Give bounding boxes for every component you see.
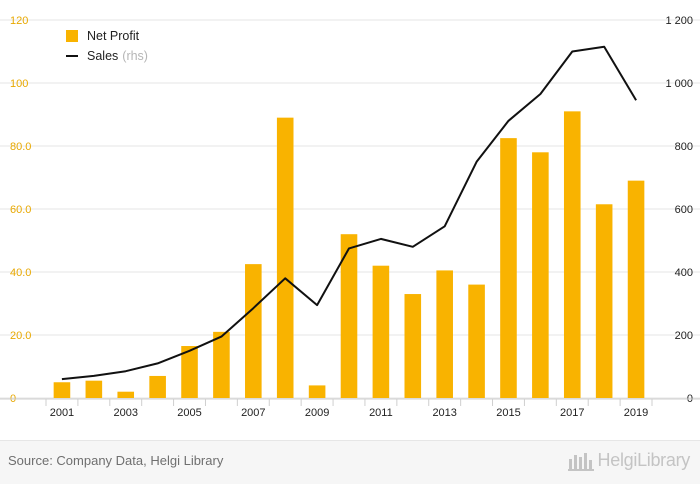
- left-axis-tick-label: 60.0: [10, 204, 31, 216]
- left-axis-tick-label: 80.0: [10, 141, 31, 153]
- net-profit-bar: [596, 204, 613, 398]
- net-profit-bar: [404, 294, 421, 398]
- left-axis-tick-label: 20.0: [10, 330, 31, 342]
- net-profit-bar: [500, 138, 517, 398]
- net-profit-bar: [117, 392, 134, 398]
- x-axis-tick-label: 2013: [432, 407, 456, 419]
- net-profit-bar: [245, 264, 262, 398]
- x-axis-tick-label: 2001: [50, 407, 74, 419]
- library-logo-icon: [568, 451, 594, 471]
- left-axis-tick-label: 100: [10, 78, 28, 90]
- x-axis-tick-label: 2017: [560, 407, 584, 419]
- right-axis-tick-label: 1 000: [665, 78, 693, 90]
- right-axis-tick-label: 1 200: [665, 15, 693, 27]
- left-axis-tick-label: 120: [10, 15, 28, 27]
- legend-sales-label: Sales: [87, 49, 118, 63]
- legend-bar-swatch: [66, 30, 78, 42]
- right-axis-tick-label: 200: [675, 330, 693, 342]
- net-profit-bar: [213, 332, 230, 398]
- legend-line-swatch: [66, 55, 78, 57]
- legend-net-profit-label: Net Profit: [87, 29, 139, 43]
- net-profit-bar: [54, 382, 71, 398]
- x-axis-tick-label: 2005: [177, 407, 201, 419]
- brand-logo[interactable]: HelgiLibrary: [568, 450, 690, 471]
- x-axis-tick-label: 2011: [369, 407, 393, 419]
- footer: Source: Company Data, Helgi Library Helg…: [0, 440, 700, 484]
- x-axis-tick-label: 2003: [113, 407, 137, 419]
- right-axis-tick-label: 400: [675, 267, 693, 279]
- legend-sales-note: (rhs): [122, 49, 148, 63]
- net-profit-bar: [564, 111, 581, 398]
- net-profit-bar: [277, 118, 294, 398]
- right-axis-tick-label: 600: [675, 204, 693, 216]
- legend-item-sales[interactable]: Sales (rhs): [66, 46, 148, 66]
- net-profit-bar: [468, 285, 485, 398]
- legend: Net Profit Sales (rhs): [66, 26, 148, 66]
- net-profit-bar: [373, 266, 390, 398]
- net-profit-bar: [86, 381, 103, 398]
- x-axis-tick-label: 2007: [241, 407, 265, 419]
- net-profit-bar: [149, 376, 166, 398]
- left-axis-tick-label: 40.0: [10, 267, 31, 279]
- net-profit-bar: [309, 385, 326, 398]
- x-axis-tick-label: 2015: [496, 407, 520, 419]
- legend-item-net-profit[interactable]: Net Profit: [66, 26, 148, 46]
- x-axis-tick-label: 2019: [624, 407, 648, 419]
- net-profit-bar: [532, 152, 549, 398]
- net-profit-bar: [436, 270, 453, 398]
- x-axis-tick-label: 2009: [305, 407, 329, 419]
- source-note: Source: Company Data, Helgi Library: [8, 453, 223, 468]
- right-axis-tick-label: 800: [675, 141, 693, 153]
- net-profit-bar: [628, 181, 645, 398]
- brand-name: HelgiLibrary: [598, 450, 690, 471]
